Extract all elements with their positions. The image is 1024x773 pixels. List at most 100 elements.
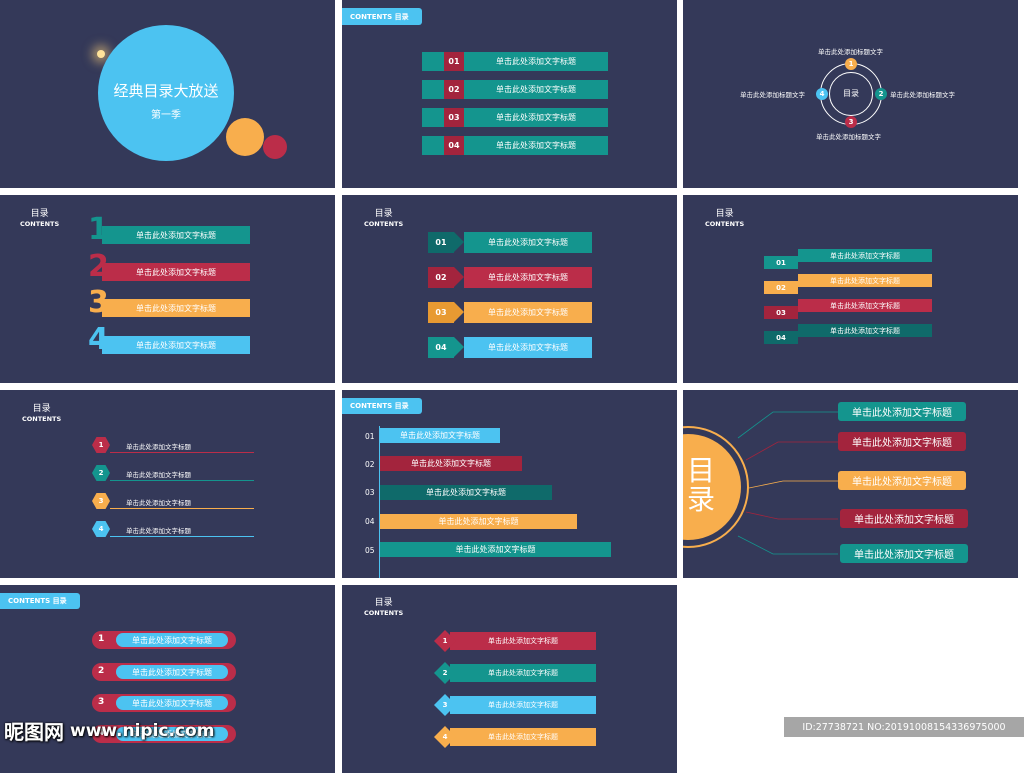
hexagon-number: 3 <box>92 493 110 509</box>
contents-tag: CONTENTS 目录 <box>0 593 80 609</box>
slide-heading: 目录 CONTENTS <box>364 598 403 617</box>
row-label: 单击此处添加文字标题 <box>102 263 250 281</box>
slide-1-title[interactable]: 经典目录大放送 第一季 <box>0 0 335 188</box>
row-label: 单击此处添加文字标题 <box>116 633 228 647</box>
row-label: 单击此处添加文字标题 <box>116 727 228 741</box>
hexagon-number: 2 <box>92 465 110 481</box>
row-number: 01 <box>444 52 464 71</box>
orbit-label-left: 单击此处添加标题文字 <box>740 91 805 99</box>
orbit-label-top: 单击此处添加标题文字 <box>818 48 883 56</box>
slide-heading: 目录 CONTENTS <box>20 209 59 228</box>
orbit-node-4: 4 <box>816 88 828 100</box>
slide-5-arrow-rows[interactable]: 目录 CONTENTS 01 单击此处添加文字标题 02 单击此处添加文字标题 … <box>342 195 677 383</box>
row-number: 1 <box>98 634 105 644</box>
heading-sub: CONTENTS <box>364 220 404 229</box>
arrow-tip <box>454 337 464 357</box>
row-label: 单击此处添加文字标题 <box>126 443 191 451</box>
row-label: 单击此处添加文字标题 <box>450 696 596 714</box>
slide-2-contents[interactable]: CONTENTS 目录 01 单击此处添加文字标题 02 单击此处添加文字标题 … <box>342 0 677 188</box>
watermark-id-bar: ID:27738721 NO:20191008154336975000 <box>784 717 1024 737</box>
heading-title: 目录 <box>30 209 49 219</box>
row-number: 4 <box>98 728 105 738</box>
arrow-tip <box>454 267 464 287</box>
row-label: 单击此处添加文字标题 <box>798 324 932 337</box>
slide-6-ribbon-rows[interactable]: 目录 CONTENTS 单击此处添加文字标题 01 单击此处添加文字标题 02 … <box>683 195 1018 383</box>
mindmap-branch[interactable]: 单击此处添加文字标题 <box>838 471 966 490</box>
row-label: 单击此处添加文字标题 <box>798 274 932 287</box>
heading-title: 目录 <box>374 598 393 608</box>
mindmap-branch[interactable]: 单击此处添加文字标题 <box>838 402 966 421</box>
mindmap-branch[interactable]: 单击此处添加文字标题 <box>840 509 968 528</box>
mindmap-branch[interactable]: 单击此处添加文字标题 <box>838 432 966 451</box>
row-number: 03 <box>764 306 798 319</box>
row-label: 单击此处添加文字标题 <box>102 336 250 354</box>
row-number: 03 <box>365 488 375 497</box>
row-label: 单击此处添加文字标题 <box>380 428 500 443</box>
row-label: 单击此处添加文字标题 <box>464 108 608 127</box>
row-accent <box>422 108 444 127</box>
row-label: 单击此处添加文字标题 <box>464 136 608 155</box>
watermark-logo: 昵图网 www.nipic.com <box>4 716 214 745</box>
slide-10-pill-rows[interactable]: CONTENTS 目录 1 单击此处添加文字标题 2 单击此处添加文字标题 3 … <box>0 585 335 773</box>
row-accent <box>422 52 444 71</box>
glow-spot <box>97 50 105 58</box>
row-label: 单击此处添加文字标题 <box>450 632 596 650</box>
row-label: 单击此处添加文字标题 <box>380 456 522 471</box>
row-number: 03 <box>428 302 454 323</box>
row-number: 03 <box>444 108 464 127</box>
heading-title: 目录 <box>374 209 393 219</box>
diamond-number: 2 <box>434 662 456 684</box>
arrow-tip <box>454 232 464 252</box>
row-label: 单击此处添加文字标题 <box>380 514 577 529</box>
row-number: 04 <box>365 517 375 526</box>
row-number: 2 <box>98 666 105 676</box>
slide-11-diamond-rows[interactable]: 目录 CONTENTS 单击此处添加文字标题 1 单击此处添加文字标题 2 单击… <box>342 585 677 773</box>
row-number: 02 <box>365 460 375 469</box>
row-label: 单击此处添加文字标题 <box>450 664 596 682</box>
heading-sub: CONTENTS <box>705 220 745 229</box>
orbit-node-1: 1 <box>845 58 857 70</box>
mindmap-branch[interactable]: 单击此处添加文字标题 <box>840 544 968 563</box>
heading-sub: CONTENTS <box>22 415 62 424</box>
contents-tag: CONTENTS 目录 <box>342 398 422 414</box>
diamond-number: 1 <box>434 630 456 652</box>
mindmap-title: 目录 <box>687 454 716 517</box>
orbit-center-label: 目录 <box>843 89 859 98</box>
row-label: 单击此处添加文字标题 <box>798 299 932 312</box>
slide-8-bar-list[interactable]: CONTENTS 目录 01 单击此处添加文字标题 02 单击此处添加文字标题 … <box>342 390 677 578</box>
row-accent <box>422 136 444 155</box>
row-line <box>110 452 254 453</box>
heading-sub: CONTENTS <box>364 609 404 618</box>
row-number: 01 <box>365 432 375 441</box>
slide-heading: 目录 CONTENTS <box>22 404 61 423</box>
row-label: 单击此处添加文字标题 <box>798 249 932 262</box>
row-label: 单击此处添加文字标题 <box>126 527 191 535</box>
row-label: 单击此处添加文字标题 <box>464 80 608 99</box>
row-number: 05 <box>365 546 375 555</box>
contents-tag: CONTENTS 目录 <box>342 8 422 25</box>
connector-lines <box>737 411 838 555</box>
row-label: 单击此处添加文字标题 <box>116 665 228 679</box>
row-number: 02 <box>764 281 798 294</box>
slide-7-hexagon-rows[interactable]: 目录 CONTENTS 1 单击此处添加文字标题 2 单击此处添加文字标题 3 … <box>0 390 335 578</box>
row-line <box>110 480 254 481</box>
slide-heading: 目录 CONTENTS <box>364 209 403 228</box>
hexagon-number: 4 <box>92 521 110 537</box>
watermark-logo-text: 昵图网 <box>4 720 64 744</box>
row-label: 单击此处添加文字标题 <box>126 499 191 507</box>
slide-3-orbit[interactable]: 目录 1 2 3 4 单击此处添加标题文字 单击此处添加标题文字 单击此处添加标… <box>683 0 1018 188</box>
row-line <box>110 536 254 537</box>
row-number: 01 <box>764 256 798 269</box>
main-blue-circle <box>98 25 234 161</box>
row-line <box>110 508 254 509</box>
inner-ring <box>829 72 873 116</box>
row-label: 单击此处添加文字标题 <box>450 728 596 746</box>
diamond-number: 3 <box>434 694 456 716</box>
row-label: 单击此处添加文字标题 <box>464 232 592 253</box>
slide-9-mindmap[interactable]: 目录 单击此处添加文字标题 单击此处添加文字标题 单击此处添加文字标题 单击此处… <box>683 390 1018 578</box>
heading-title: 目录 <box>715 209 734 219</box>
row-number: 04 <box>764 331 798 344</box>
watermark-id: ID:27738721 NO:20191008154336975000 <box>802 721 1006 733</box>
slide-4-big-numbers[interactable]: 目录 CONTENTS 1 单击此处添加文字标题 2 单击此处添加文字标题 3 … <box>0 195 335 383</box>
row-number: 01 <box>428 232 454 253</box>
